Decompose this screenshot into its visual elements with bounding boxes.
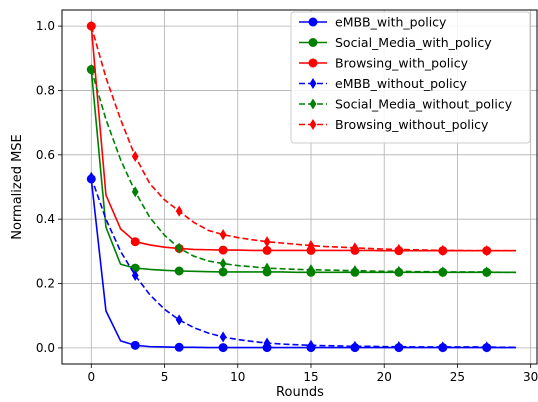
series-embb-without-policy: [87, 171, 517, 353]
legend-label-embb-with-policy: eMBB_with_policy: [335, 15, 447, 30]
data-point-social-media-without-policy: [175, 242, 183, 254]
legend-marker-embb-with-policy: [308, 17, 318, 27]
data-point-social-media-without-policy: [263, 262, 271, 274]
data-point-browsing-with-policy: [130, 237, 140, 247]
data-point-browsing-without-policy: [87, 20, 95, 32]
data-point-embb-without-policy: [131, 269, 139, 282]
x-tick-label: 15: [303, 370, 318, 384]
y-tick-label: 0.0: [36, 341, 55, 355]
x-tick-label: 10: [230, 370, 245, 384]
data-point-browsing-without-policy: [175, 205, 183, 217]
y-tick-label: 1.0: [36, 19, 55, 33]
x-tick-label: 5: [161, 370, 169, 384]
legend-label-browsing-without-policy: Browsing_without_policy: [335, 117, 489, 132]
data-point-browsing-without-policy: [307, 240, 315, 252]
data-point-embb-without-policy: [483, 341, 491, 353]
data-point-browsing-without-policy: [131, 150, 139, 162]
legend-label-browsing-with-policy: Browsing_with_policy: [335, 56, 469, 71]
data-point-browsing-with-policy: [218, 245, 228, 255]
y-tick-label: 0.2: [36, 277, 55, 291]
data-point-embb-with-policy: [130, 340, 140, 350]
legend-marker-browsing-without-policy: [309, 118, 317, 131]
data-point-embb-without-policy: [87, 171, 95, 183]
data-point-social-media-without-policy: [439, 266, 447, 278]
y-tick-label: 0.6: [36, 148, 55, 162]
data-point-social-media-without-policy: [307, 264, 315, 276]
x-tick-label: 30: [523, 370, 538, 384]
data-point-browsing-without-policy: [263, 236, 271, 248]
legend-label-social-media-with-policy: Social_Media_with_policy: [335, 35, 492, 50]
legend-label-embb-without-policy: eMBB_without_policy: [335, 76, 468, 91]
data-point-embb-without-policy: [219, 331, 227, 343]
series-lines: [86, 20, 517, 353]
legend: eMBB_with_policy Social_Media_with_policy…: [290, 11, 531, 144]
data-point-embb-with-policy: [174, 342, 184, 352]
data-point-embb-without-policy: [439, 341, 447, 353]
data-point-social-media-with-policy: [174, 266, 184, 276]
axis-ticks: 0 5 10 15 20 25 30 0.0 0.2 0.4 0.6 0.8 1.0: [36, 19, 538, 384]
data-point-embb-without-policy: [351, 340, 359, 352]
legend-label-social-media-without-policy: Social_Media_without_policy: [335, 97, 513, 112]
data-point-browsing-without-policy: [219, 229, 227, 241]
data-point-social-media-without-policy: [219, 258, 227, 270]
data-point-embb-without-policy: [175, 314, 183, 326]
data-point-social-media-with-policy: [218, 267, 228, 277]
data-point-social-media-without-policy: [395, 265, 403, 277]
legend-marker-browsing-with-policy: [308, 58, 318, 68]
data-point-browsing-with-policy: [262, 245, 272, 255]
series-browsing-without-policy: [87, 20, 517, 257]
legend-marker-social-media-without-policy: [309, 98, 317, 110]
data-point-social-media-without-policy: [131, 186, 139, 198]
x-tick-label: 25: [450, 370, 465, 384]
y-axis-label: Normalized MSE: [10, 134, 25, 240]
series-line-embb-without-policy: [90, 177, 517, 349]
x-axis-label: Rounds: [276, 385, 324, 400]
data-point-embb-with-policy: [218, 343, 228, 353]
data-point-social-media-without-policy: [87, 63, 95, 76]
y-tick-label: 0.8: [36, 83, 55, 97]
data-point-browsing-without-policy: [439, 244, 447, 256]
x-tick-label: 20: [377, 370, 392, 384]
legend-marker-social-media-with-policy: [308, 38, 318, 47]
plot-area-frame: [61, 9, 538, 365]
data-point-social-media-without-policy: [483, 266, 491, 278]
data-point-embb-without-policy: [307, 339, 315, 351]
legend-marker-embb-without-policy: [309, 77, 317, 90]
data-point-social-media-without-policy: [351, 265, 359, 277]
data-point-browsing-without-policy: [395, 243, 403, 255]
x-tick-label: 0: [87, 370, 95, 384]
data-point-embb-without-policy: [263, 337, 271, 349]
data-point-embb-without-policy: [395, 341, 403, 353]
series-social-media-without-policy: [87, 63, 517, 278]
y-tick-label: 0.4: [36, 212, 55, 226]
data-point-browsing-without-policy: [483, 245, 491, 257]
legend-box: [290, 11, 531, 144]
data-point-browsing-without-policy: [351, 242, 359, 254]
